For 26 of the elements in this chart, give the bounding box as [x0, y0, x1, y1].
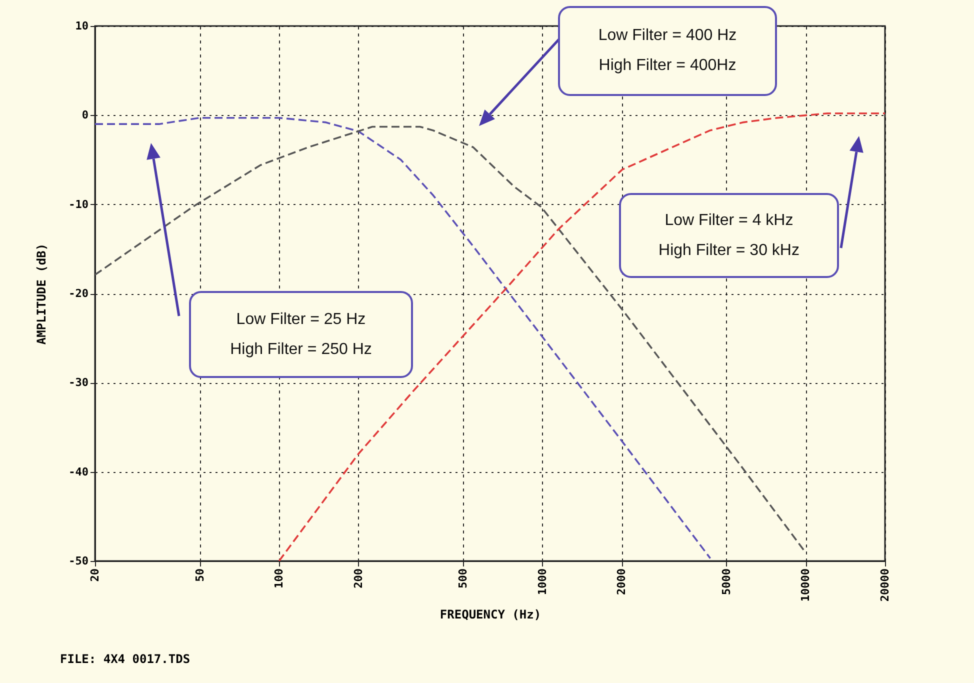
x-tick-label: 2000 — [615, 568, 628, 595]
callout-box: Low Filter = 4 kHz High Filter = 30 kHz — [619, 193, 839, 278]
y-tick-label: -20 — [68, 287, 88, 300]
x-tick-label: 20000 — [878, 568, 892, 602]
callout-box: Low Filter = 25 Hz High Filter = 250 Hz — [189, 291, 413, 378]
annotation: Low Filter = 4 kHz High Filter = 30 kHz — [658, 210, 800, 260]
x-tick-label: 100 — [272, 568, 286, 588]
y-tick-label: -10 — [68, 198, 88, 211]
x-axis-title: FREQUENCY (Hz) — [440, 608, 542, 622]
x-tick-label: 200 — [352, 568, 365, 588]
x-tick-label: 50 — [193, 568, 206, 582]
y-tick-label: 0 — [82, 108, 88, 122]
y-axis-title: AMPLITUDE (dB) — [34, 243, 49, 345]
annotation: Low Filter = 25 Hz High Filter = 250 Hz — [230, 310, 372, 360]
text: FILE: 4X4 0017.TDS — [60, 652, 190, 666]
x-tick-label: 10000 — [799, 568, 812, 602]
x-tick-label: 500 — [456, 568, 470, 588]
y-tick-label: -50 — [68, 554, 88, 568]
y-tick-label: -30 — [68, 376, 88, 390]
callout-box: Low Filter = 400 Hz High Filter = 400Hz — [558, 6, 777, 96]
x-tick-label: 1000 — [536, 568, 549, 595]
annotation: Low Filter = 400 Hz High Filter = 400Hz — [598, 26, 737, 76]
x-tick-label: 20 — [88, 568, 102, 582]
y-tick-label: 10 — [75, 20, 88, 32]
y-tick-label: -40 — [68, 465, 88, 478]
x-tick-label: 5000 — [720, 568, 733, 595]
